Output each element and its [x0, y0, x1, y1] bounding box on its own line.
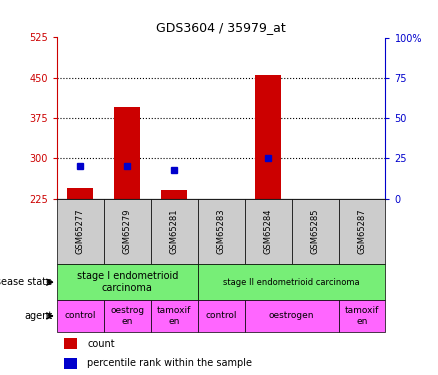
- Text: GSM65281: GSM65281: [170, 209, 179, 254]
- Bar: [245, 300, 339, 332]
- Text: GSM65277: GSM65277: [76, 209, 85, 254]
- Text: GSM65284: GSM65284: [264, 209, 272, 254]
- Text: disease state: disease state: [0, 277, 53, 287]
- Bar: [245, 199, 292, 264]
- Bar: [198, 300, 245, 332]
- Text: GSM65285: GSM65285: [311, 209, 320, 254]
- Bar: [151, 300, 198, 332]
- Bar: [64, 338, 77, 349]
- Text: percentile rank within the sample: percentile rank within the sample: [87, 358, 252, 368]
- Bar: [64, 358, 77, 369]
- Bar: [161, 190, 187, 199]
- Text: tamoxif
en: tamoxif en: [345, 306, 379, 326]
- Text: agent: agent: [25, 311, 53, 321]
- Text: stage I endometrioid
carcinoma: stage I endometrioid carcinoma: [77, 272, 178, 293]
- Bar: [67, 188, 93, 199]
- Bar: [57, 199, 104, 264]
- Bar: [198, 199, 245, 264]
- Text: tamoxif
en: tamoxif en: [157, 306, 191, 326]
- Bar: [57, 300, 104, 332]
- Bar: [114, 107, 140, 199]
- Bar: [57, 264, 198, 300]
- Bar: [339, 300, 385, 332]
- Text: count: count: [87, 339, 115, 349]
- Bar: [151, 199, 198, 264]
- Text: stage II endometrioid carcinoma: stage II endometrioid carcinoma: [223, 278, 360, 286]
- Bar: [292, 199, 339, 264]
- Bar: [104, 199, 151, 264]
- Bar: [198, 264, 385, 300]
- Bar: [339, 199, 385, 264]
- Bar: [104, 300, 151, 332]
- Text: oestrogen: oestrogen: [269, 311, 314, 320]
- Bar: [255, 75, 281, 199]
- Text: GSM65283: GSM65283: [217, 209, 226, 254]
- Text: control: control: [65, 311, 96, 320]
- Text: oestrog
en: oestrog en: [110, 306, 145, 326]
- Text: control: control: [205, 311, 237, 320]
- Text: GSM65279: GSM65279: [123, 209, 132, 254]
- Text: GSM65287: GSM65287: [357, 209, 367, 254]
- Title: GDS3604 / 35979_at: GDS3604 / 35979_at: [156, 21, 286, 33]
